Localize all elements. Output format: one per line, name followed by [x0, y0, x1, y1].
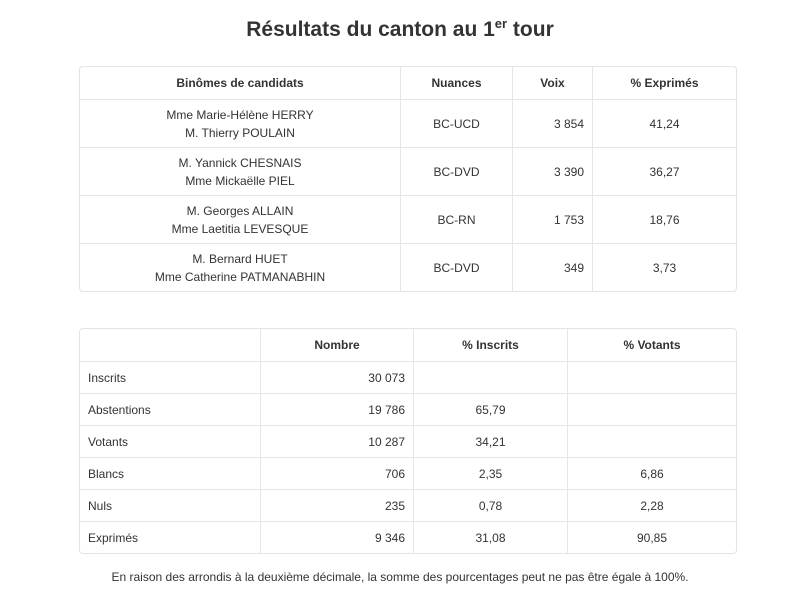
pct-inscrits-cell: 34,21 — [414, 426, 568, 458]
candidate-name: M. Bernard HUET — [192, 251, 288, 266]
row-label: Votants — [80, 426, 261, 458]
pct-inscrits-cell: 0,78 — [414, 490, 568, 522]
pct-votants-cell: 2,28 — [568, 490, 736, 522]
table-row: M. Yannick CHESNAIS Mme Mickaëlle PIEL BC-… — [80, 148, 736, 196]
table-row: M. Bernard HUET Mme Catherine PATMANABHIN… — [80, 244, 736, 291]
row-label: Inscrits — [80, 362, 261, 394]
table-row: Nuls 235 0,78 2,28 — [80, 490, 736, 522]
pct-votants-cell — [568, 362, 736, 394]
table-row: Blancs 706 2,35 6,86 — [80, 458, 736, 490]
pct-votants-cell — [568, 394, 736, 426]
candidate-name: Mme Laetitia LEVESQUE — [171, 221, 309, 236]
table-header-row: Binômes de candidats Nuances Voix % Expr… — [80, 67, 736, 100]
candidate-pair: Mme Marie-Hélène HERRY M. Thierry POULAIN — [80, 100, 401, 148]
table-row: M. Georges ALLAIN Mme Laetitia LEVESQUE BC… — [80, 196, 736, 244]
candidate-pair: M. Bernard HUET Mme Catherine PATMANABHIN — [80, 244, 401, 291]
table-row: Exprimés 9 346 31,08 90,85 — [80, 522, 736, 553]
candidate-name: Mme Catherine PATMANABHIN — [154, 269, 326, 284]
row-label: Nuls — [80, 490, 261, 522]
pct-votants-cell — [568, 426, 736, 458]
nombre-cell: 30 073 — [261, 362, 414, 394]
page-title: Résultats du canton au 1er tour — [246, 16, 554, 41]
table-header-row: Nombre % Inscrits % Votants — [80, 329, 736, 362]
nombre-cell: 706 — [261, 458, 414, 490]
nuance-cell: BC-DVD — [401, 244, 513, 291]
header-pct-exprimes: % Exprimés — [593, 67, 736, 100]
pct-exprimes-cell: 36,27 — [593, 148, 736, 196]
nuance-cell: BC-UCD — [401, 100, 513, 148]
header-pct-votants: % Votants — [568, 329, 736, 362]
nuance-cell: BC-DVD — [401, 148, 513, 196]
pct-inscrits-cell — [414, 362, 568, 394]
header-nuances: Nuances — [401, 67, 513, 100]
table-row: Inscrits 30 073 — [80, 362, 736, 394]
candidate-name: M. Yannick CHESNAIS — [178, 155, 302, 170]
candidate-pair: M. Yannick CHESNAIS Mme Mickaëlle PIEL — [80, 148, 401, 196]
nombre-cell: 235 — [261, 490, 414, 522]
header-voix: Voix — [513, 67, 593, 100]
pct-exprimes-cell: 3,73 — [652, 260, 677, 275]
table-row: Mme Marie-Hélène HERRY M. Thierry POULAIN… — [80, 100, 736, 148]
participation-table: Nombre % Inscrits % Votants Inscrits 30 0… — [79, 328, 737, 554]
pct-votants-cell: 90,85 — [636, 530, 668, 545]
footnote: En raison des arrondis à la deuxième déc… — [111, 570, 689, 584]
voix-cell: 3 854 — [513, 100, 593, 148]
voix-cell: 3 390 — [513, 148, 593, 196]
table-row: Abstentions 19 786 65,79 — [80, 394, 736, 426]
nuance-cell: BC-RN — [401, 196, 513, 244]
nombre-cell: 10 287 — [261, 426, 414, 458]
pct-exprimes-cell: 18,76 — [593, 196, 736, 244]
candidate-name: M. Georges ALLAIN — [186, 203, 294, 218]
pct-inscrits-cell: 2,35 — [414, 458, 568, 490]
pct-exprimes-cell: 41,24 — [593, 100, 736, 148]
candidate-name: Mme Marie-Hélène HERRY — [166, 107, 314, 122]
nombre-cell: 9 346 — [261, 522, 414, 553]
header-nombre: Nombre — [261, 329, 414, 362]
voix-cell: 1 753 — [513, 196, 593, 244]
row-label: Abstentions — [80, 394, 261, 426]
voix-cell: 349 — [513, 244, 593, 291]
table-row: Votants 10 287 34,21 — [80, 426, 736, 458]
candidate-pair: M. Georges ALLAIN Mme Laetitia LEVESQUE — [80, 196, 401, 244]
pct-inscrits-cell: 31,08 — [414, 522, 568, 553]
candidates-table: Binômes de candidats Nuances Voix % Expr… — [79, 66, 737, 292]
row-label: Blancs — [80, 458, 261, 490]
pct-votants-cell: 6,86 — [568, 458, 736, 490]
candidate-name: M. Thierry POULAIN — [185, 125, 295, 140]
header-binomes: Binômes de candidats — [80, 67, 401, 100]
candidate-name: Mme Mickaëlle PIEL — [185, 173, 295, 188]
header-empty — [80, 329, 261, 362]
nombre-cell: 19 786 — [261, 394, 414, 426]
row-label: Exprimés — [80, 522, 261, 553]
pct-inscrits-cell: 65,79 — [414, 394, 568, 426]
header-pct-inscrits: % Inscrits — [414, 329, 568, 362]
